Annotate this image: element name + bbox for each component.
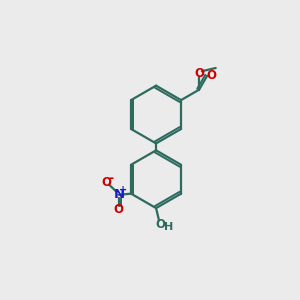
Text: O: O xyxy=(114,203,124,216)
Text: N: N xyxy=(113,188,124,201)
Text: O: O xyxy=(206,69,216,82)
Text: -: - xyxy=(109,172,114,185)
Text: O: O xyxy=(155,218,165,231)
Text: +: + xyxy=(119,185,128,195)
Text: H: H xyxy=(164,223,174,232)
Text: O: O xyxy=(101,176,111,189)
Text: O: O xyxy=(194,67,204,80)
